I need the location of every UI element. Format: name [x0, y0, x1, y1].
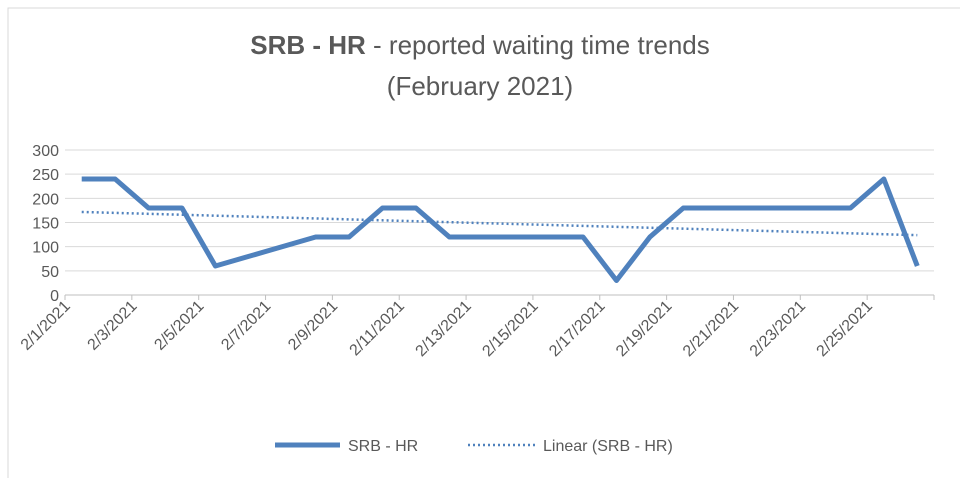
- chart-title: SRB - HR - reported waiting time trends: [250, 30, 710, 60]
- data-line: [81, 176, 920, 283]
- title-rest: - reported waiting time trends: [366, 30, 710, 60]
- title-bold: SRB - HR: [250, 30, 366, 60]
- y-tick-label: 150: [32, 216, 59, 233]
- y-tick-label: 300: [32, 143, 59, 160]
- chart-subtitle: (February 2021): [387, 71, 573, 101]
- y-tick-label: 250: [32, 167, 59, 184]
- y-tick-label: 100: [32, 240, 59, 257]
- chart-border: [7, 7, 960, 483]
- y-tick-label: 50: [41, 264, 59, 281]
- legend-label: SRB - HR: [348, 438, 418, 455]
- legend-label: Linear (SRB - HR): [543, 438, 673, 455]
- trend-line: [81, 210, 918, 237]
- y-tick-label: 0: [50, 288, 59, 305]
- y-tick-label: 200: [32, 191, 59, 208]
